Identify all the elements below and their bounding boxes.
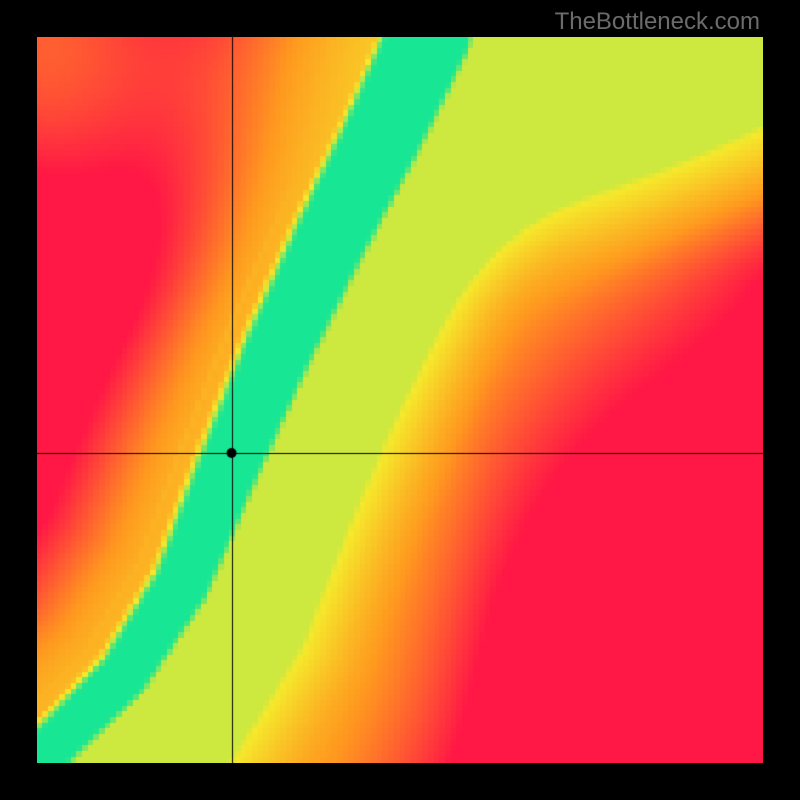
crosshair-overlay [37, 37, 763, 763]
watermark-text: TheBottleneck.com [555, 8, 760, 36]
